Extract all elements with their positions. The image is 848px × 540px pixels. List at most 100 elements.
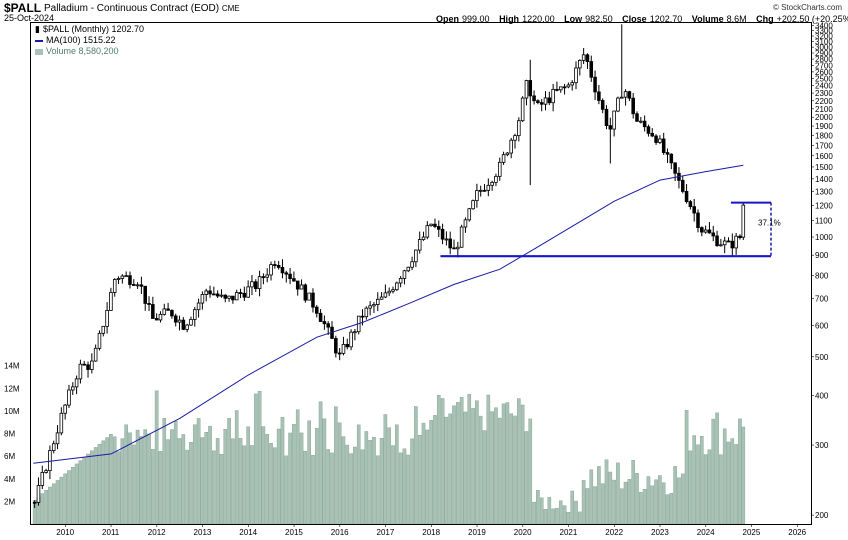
candle-body [741, 204, 746, 238]
volume-bar [90, 450, 94, 525]
candle-body [257, 276, 262, 290]
ohlc-readout: Open 999.00 High 1220.00 Low 982.50 Close 12… [436, 14, 848, 24]
candle-body [608, 125, 613, 130]
candle-body [642, 120, 647, 128]
candle-body [162, 308, 167, 315]
volume-swatch [35, 48, 43, 55]
price-tick-label: 1100 [815, 217, 833, 226]
candle-body [67, 389, 71, 406]
candle-body [193, 309, 197, 320]
volume-tick-label: 4M [4, 475, 15, 484]
price-tick-label: 1800 [815, 131, 833, 140]
price-tick-label: 3300 [815, 27, 833, 36]
candle-body [261, 276, 266, 279]
candle-body [703, 229, 708, 233]
candle-body [475, 190, 479, 202]
price-tick-label: 3200 [815, 32, 833, 41]
candle-body [593, 76, 597, 93]
year-tick-label: 2018 [422, 528, 440, 537]
year-tick-label: 2016 [331, 528, 349, 537]
volume-bar [490, 411, 494, 525]
volume-bar [375, 455, 380, 525]
candle-body [212, 293, 216, 296]
candle-body [86, 364, 90, 370]
open-value: 999.00 [462, 14, 490, 24]
price-tick-label: 1700 [815, 141, 833, 150]
candle-body [597, 91, 601, 101]
candle-body [517, 120, 521, 137]
instrument-title: Palladium - Continuous Contract (EOD) [44, 3, 220, 14]
year-tick-label: 2013 [194, 528, 212, 537]
candle-body [440, 228, 445, 240]
candle-body [463, 219, 468, 228]
volume-bar [158, 451, 163, 525]
price-tick-label: 900 [815, 251, 829, 260]
volume-bar [680, 473, 685, 525]
candle-body [551, 88, 555, 104]
volume-bar [257, 390, 262, 525]
candle-body [494, 175, 498, 183]
volume-bar [406, 454, 411, 525]
price-tick-label: 600 [815, 321, 829, 330]
price-tick-label: 200 [815, 511, 829, 520]
candle-body [452, 247, 456, 250]
candle-body [112, 279, 117, 293]
candle-body [269, 264, 273, 276]
candle-body [284, 272, 289, 275]
candle-body [227, 295, 231, 299]
candle-body [711, 232, 716, 237]
high-value: 1220.00 [522, 14, 555, 24]
candle-body [391, 289, 395, 292]
legend-price-label: $PALL (Monthly) 1202.70 [42, 24, 145, 34]
candle-body [627, 91, 632, 99]
price-tick-label: 2600 [815, 68, 833, 77]
candle-body [124, 275, 128, 278]
year-tick-label: 2015 [285, 528, 303, 537]
candle-body [505, 152, 510, 156]
volume-bar [414, 406, 418, 525]
candle-body [341, 343, 346, 354]
candle-body [688, 201, 693, 208]
candle-body [288, 273, 292, 280]
volume-bar [212, 450, 216, 525]
candle-body [414, 249, 418, 263]
candle-body [364, 307, 369, 318]
candle-body [604, 108, 609, 127]
candle-body [48, 450, 52, 471]
volume-bar [59, 476, 64, 525]
price-tick-label: 1300 [815, 188, 833, 197]
price-tick-label: 700 [815, 295, 829, 304]
candle-body [722, 240, 727, 246]
price-tick-label: 500 [815, 353, 829, 362]
candle-body [738, 235, 742, 239]
candle-body [337, 352, 342, 355]
candle-body [726, 240, 731, 243]
high-label: High [499, 14, 520, 24]
candle-body [436, 226, 441, 230]
year-tick-label: 2026 [788, 528, 806, 537]
candle-body [612, 110, 616, 130]
volume-value: 8.6M [726, 14, 747, 24]
legend-ma-label: MA(100) 1515.22 [46, 35, 116, 45]
volume-bar [196, 418, 201, 525]
candle-body [570, 82, 574, 86]
candle-body [566, 84, 571, 88]
ma-swatch [35, 39, 43, 42]
volume-bar [711, 418, 716, 525]
candle-body [585, 54, 590, 62]
candle-body [78, 363, 83, 380]
candle-body [528, 80, 533, 97]
candle-body [684, 191, 689, 203]
candle-body [250, 281, 254, 288]
candle-body [166, 308, 170, 311]
candle-body [82, 363, 86, 366]
candle-body [170, 309, 174, 317]
volume-bar [608, 471, 613, 525]
candle-body [116, 278, 121, 280]
candle-body [334, 338, 338, 354]
brand-watermark: © StockCharts.com [772, 3, 842, 12]
candle-body [501, 154, 506, 163]
candle-body [71, 386, 75, 391]
candle-body [368, 305, 372, 309]
candle-body [715, 235, 719, 247]
